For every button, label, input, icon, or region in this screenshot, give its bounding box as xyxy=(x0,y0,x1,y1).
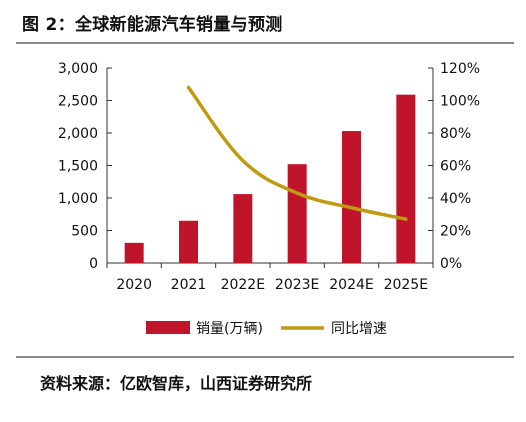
y-left-tick-label: 2,000 xyxy=(58,126,98,142)
legend-line-label: 同比增速 xyxy=(331,321,387,337)
y-right-tick-label: 120% xyxy=(440,61,480,77)
y-left-tick-label: 500 xyxy=(71,224,98,240)
x-tick-label: 2022E xyxy=(221,277,265,293)
y-right-tick-label: 80% xyxy=(440,126,471,142)
x-tick-label: 2021 xyxy=(171,277,207,293)
chart-svg: 0 500 1,000 1,500 2,000 2,500 3,000 0% 20% 40% 60%… xyxy=(58,61,480,337)
y-left-tick-label: 1,500 xyxy=(58,159,98,175)
y-left-tick-label: 1,000 xyxy=(58,191,98,207)
bar xyxy=(124,242,144,263)
bar xyxy=(396,94,416,264)
bar xyxy=(342,131,361,263)
y-right-tick-label: 40% xyxy=(440,191,471,207)
legend-bar-label: 销量(万辆) xyxy=(196,321,263,337)
y-left-tick-label: 3,000 xyxy=(58,61,98,77)
bar xyxy=(287,164,307,263)
y-left-tick-label: 2,500 xyxy=(58,94,98,110)
bottom-rule xyxy=(16,356,514,358)
top-rule xyxy=(16,42,514,44)
x-tick-label: 2024E xyxy=(329,277,373,293)
growth-line xyxy=(186,85,408,221)
y-right-tick-label: 20% xyxy=(440,224,471,240)
y-left-tick-label: 0 xyxy=(89,256,98,272)
x-tick-label: 2020 xyxy=(116,277,152,293)
x-tick-label: 2023E xyxy=(275,277,319,293)
y-right-tick-label: 60% xyxy=(440,159,471,175)
chart-title: 图 2：全球新能源汽车销量与预测 xyxy=(22,15,283,35)
legend-bar-swatch xyxy=(146,321,190,334)
source-note: 资料来源：亿欧智库，山西证券研究所 xyxy=(40,374,313,393)
bar xyxy=(233,194,253,263)
y-right-tick-label: 100% xyxy=(440,94,480,110)
bar xyxy=(179,220,198,263)
y-right-tick-label: 0% xyxy=(440,256,462,272)
x-tick-label: 2025E xyxy=(384,277,428,293)
